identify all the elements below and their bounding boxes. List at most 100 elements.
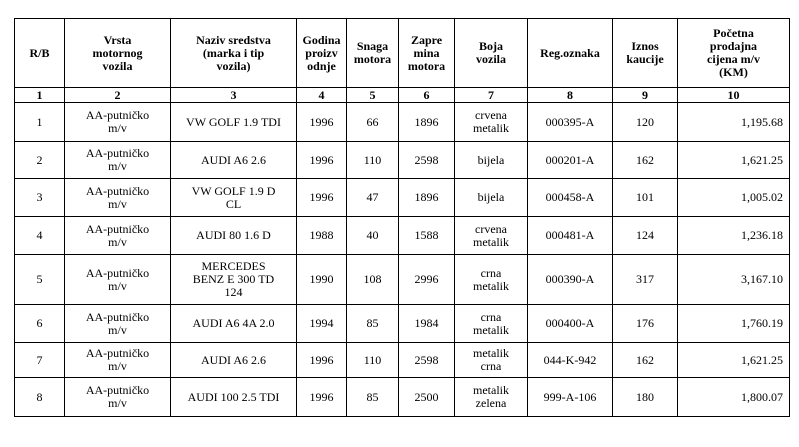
- column-number-row: 1 2 3 4 5 6 7 8 9 10: [14, 87, 790, 103]
- table-cell: 3,167.10: [677, 254, 790, 305]
- table-cell: crvena metalik: [454, 102, 528, 142]
- table-cell: 1996: [296, 377, 347, 417]
- table-cell: 1996: [296, 102, 347, 142]
- table-cell: AA-putničko m/v: [64, 102, 171, 142]
- data-row: 6 AA-putničko m/v AUDI A6 4A 2.0 1994 85 1984…: [14, 304, 790, 343]
- table-cell: AA-putničko m/v: [64, 304, 171, 343]
- table-cell: 162: [612, 342, 678, 378]
- table-cell: 176: [612, 304, 678, 343]
- column-number: 8: [527, 87, 613, 103]
- data-row: 4 AA-putničko m/v AUDI 80 1.6 D 1988 40 1588 c…: [14, 216, 790, 255]
- table-cell: AA-putničko m/v: [64, 342, 171, 378]
- table-cell: 4: [14, 216, 65, 255]
- header-cell: Iznos kaucije: [612, 18, 678, 88]
- table-cell: 180: [612, 377, 678, 417]
- table-cell: VW GOLF 1.9 TDI: [170, 102, 297, 142]
- column-number: 1: [14, 87, 65, 103]
- header-cell: Reg.oznaka: [527, 18, 613, 88]
- table-cell: 7: [14, 342, 65, 378]
- column-number: 7: [454, 87, 528, 103]
- table-cell: AA-putničko m/v: [64, 216, 171, 255]
- table-cell: 1: [14, 102, 65, 142]
- header-cell: Vrsta motornog vozila: [64, 18, 171, 88]
- table-cell: 101: [612, 178, 678, 217]
- table-cell: 000458-A: [527, 178, 613, 217]
- table-cell: 85: [346, 304, 399, 343]
- vehicle-table: R/B Vrsta motornog vozila Naziv sredstva (…: [14, 18, 790, 417]
- table-cell: 317: [612, 254, 678, 305]
- data-row: 2 AA-putničko m/v AUDI A6 2.6 1996 110 2598 bi…: [14, 141, 790, 179]
- table-cell: 1994: [296, 304, 347, 343]
- table-cell: 110: [346, 342, 399, 378]
- column-number: 6: [398, 87, 455, 103]
- table-cell: VW GOLF 1.9 D CL: [170, 178, 297, 217]
- table-cell: AUDI A6 2.6: [170, 342, 297, 378]
- table-cell: bijela: [454, 141, 528, 179]
- table-cell: 1996: [296, 141, 347, 179]
- table-cell: 000390-A: [527, 254, 613, 305]
- table-cell: 2598: [398, 141, 455, 179]
- header-cell: Naziv sredstva (marka i tip vozila): [170, 18, 297, 88]
- table-cell: bijela: [454, 178, 528, 217]
- table-cell: 1,195.68: [677, 102, 790, 142]
- table-cell: AUDI A6 2.6: [170, 141, 297, 179]
- table-cell: 85: [346, 377, 399, 417]
- column-number: 9: [612, 87, 678, 103]
- table-cell: AUDI A6 4A 2.0: [170, 304, 297, 343]
- table-cell: 162: [612, 141, 678, 179]
- table-cell: 2996: [398, 254, 455, 305]
- table-cell: 1,800.07: [677, 377, 790, 417]
- table-cell: crvena metalik: [454, 216, 528, 255]
- table-cell: 6: [14, 304, 65, 343]
- table-cell: 1988: [296, 216, 347, 255]
- table-cell: crna metalik: [454, 254, 528, 305]
- table-cell: 3: [14, 178, 65, 217]
- table-cell: 8: [14, 377, 65, 417]
- table-cell: 044-K-942: [527, 342, 613, 378]
- data-row: 5 AA-putničko m/v MERCEDES BENZ E 300 TD 1…: [14, 254, 790, 305]
- table-cell: 40: [346, 216, 399, 255]
- data-row: 8 AA-putničko m/v AUDI 100 2.5 TDI 1996 85 25…: [14, 377, 790, 417]
- table-cell: 1588: [398, 216, 455, 255]
- table-cell: AA-putničko m/v: [64, 141, 171, 179]
- column-number: 2: [64, 87, 171, 103]
- table-cell: 1996: [296, 342, 347, 378]
- table-cell: 2: [14, 141, 65, 179]
- table-cell: 999-A-106: [527, 377, 613, 417]
- column-number: 4: [296, 87, 347, 103]
- data-row: 7 AA-putničko m/v AUDI A6 2.6 1996 110 2598 me…: [14, 342, 790, 378]
- table-cell: metalik zelena: [454, 377, 528, 417]
- header-cell: Godina proizv odnje: [296, 18, 347, 88]
- table-cell: 000481-A: [527, 216, 613, 255]
- header-cell: Zapre mina motora: [398, 18, 455, 88]
- table-cell: 1990: [296, 254, 347, 305]
- table-cell: MERCEDES BENZ E 300 TD 124: [170, 254, 297, 305]
- table-cell: 2598: [398, 342, 455, 378]
- table-cell: 124: [612, 216, 678, 255]
- column-number: 10: [677, 87, 790, 103]
- header-cell: Snaga motora: [346, 18, 399, 88]
- table-cell: 66: [346, 102, 399, 142]
- table-cell: 1,005.02: [677, 178, 790, 217]
- table-cell: 1896: [398, 102, 455, 142]
- table-cell: 000201-A: [527, 141, 613, 179]
- table-cell: AA-putničko m/v: [64, 377, 171, 417]
- column-number: 5: [346, 87, 399, 103]
- table-cell: 000395-A: [527, 102, 613, 142]
- table-cell: AA-putničko m/v: [64, 178, 171, 217]
- table-cell: 1,236.18: [677, 216, 790, 255]
- table-cell: metalik crna: [454, 342, 528, 378]
- header-row: R/B Vrsta motornog vozila Naziv sredstva (…: [14, 18, 790, 88]
- header-cell: Početna prodajna cijena m/v (KM): [677, 18, 790, 88]
- header-cell: R/B: [14, 18, 65, 88]
- table-body: R/B Vrsta motornog vozila Naziv sredstva (…: [14, 18, 790, 417]
- table-cell: AA-putničko m/v: [64, 254, 171, 305]
- table-cell: AUDI 80 1.6 D: [170, 216, 297, 255]
- table-cell: 120: [612, 102, 678, 142]
- table-cell: 2500: [398, 377, 455, 417]
- table-cell: 1984: [398, 304, 455, 343]
- table-cell: 1896: [398, 178, 455, 217]
- table-cell: 108: [346, 254, 399, 305]
- table-cell: crna metalik: [454, 304, 528, 343]
